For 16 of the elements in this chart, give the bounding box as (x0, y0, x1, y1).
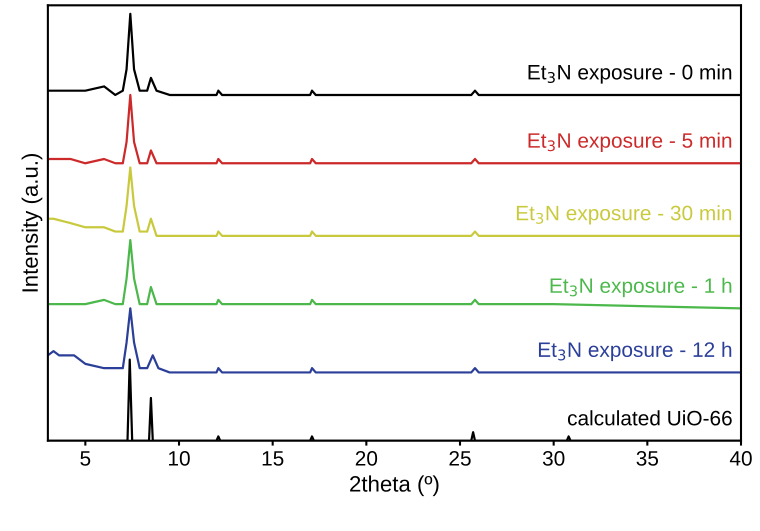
series-label: Et$_{3}$N exposure - 0 min (528, 64, 732, 84)
x-tick-label: 10 (169, 451, 190, 466)
series-label: Et$_{3}$N exposure - 1 h (550, 278, 732, 298)
series-label: calculated UiO-66 (568, 410, 732, 426)
x-axis-title: 2theta (º) (350, 475, 438, 496)
x-tick-label: 15 (262, 451, 284, 466)
x-tick-label: 5 (80, 451, 90, 466)
x-tick-label: 40 (730, 451, 752, 466)
series-label: Et$_{3}$N exposure - 30 min (516, 205, 732, 225)
x-tick-label: 20 (356, 451, 378, 466)
x-tick-label: 25 (449, 451, 471, 466)
series-label: Et$_{3}$N exposure - 12 h (538, 342, 732, 362)
x-tick-label: 35 (636, 451, 658, 466)
y-axis-title: Intensity (a.u.) (22, 154, 42, 292)
x-tick-label: 30 (542, 451, 564, 466)
series-label: Et$_{3}$N exposure - 5 min (528, 132, 732, 152)
